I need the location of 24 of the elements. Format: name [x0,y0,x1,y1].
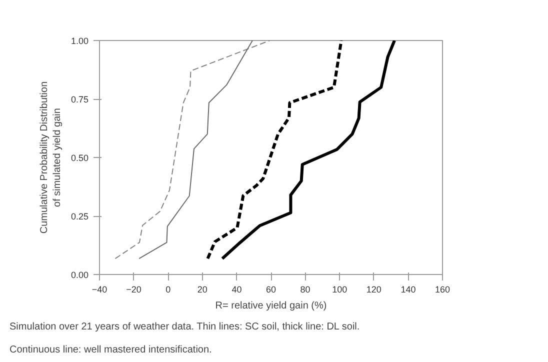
y-tick-label: 1.00 [70,36,89,46]
y-tick-label: 0.00 [70,270,89,280]
y-tick-label: 0.25 [70,212,89,222]
x-tick-label: 80 [300,284,310,294]
line-series [220,40,396,260]
x-axis-title: R= relative yield gain (%) [215,300,327,312]
line-series [138,40,253,260]
x-tick-label: 100 [332,284,348,294]
line-series [114,40,270,260]
y-tick-label: 0.50 [70,153,89,163]
x-tick-label: 120 [366,284,382,294]
x-tick-label: 40 [232,284,242,294]
y-tick-label: 0.75 [70,94,89,104]
line-series [206,40,343,260]
x-tick-label: 160 [434,284,450,294]
x-tick-label: −40 [92,284,108,294]
x-tick-label: −20 [126,284,142,294]
x-tick-label: 20 [197,284,208,294]
text: Continuous line: well mastered intensification. [10,344,212,356]
x-tick-label: 0 [166,284,171,294]
text: Simulation over 21 years of weather data. Thin lines: SC soil, thick line: DL soil. [10,322,360,332]
x-tick-label: 140 [400,284,416,294]
y-axis-title: Cumulative Probability Distribution of simulated yield gain [38,81,63,234]
x-tick-label: 60 [266,284,276,294]
